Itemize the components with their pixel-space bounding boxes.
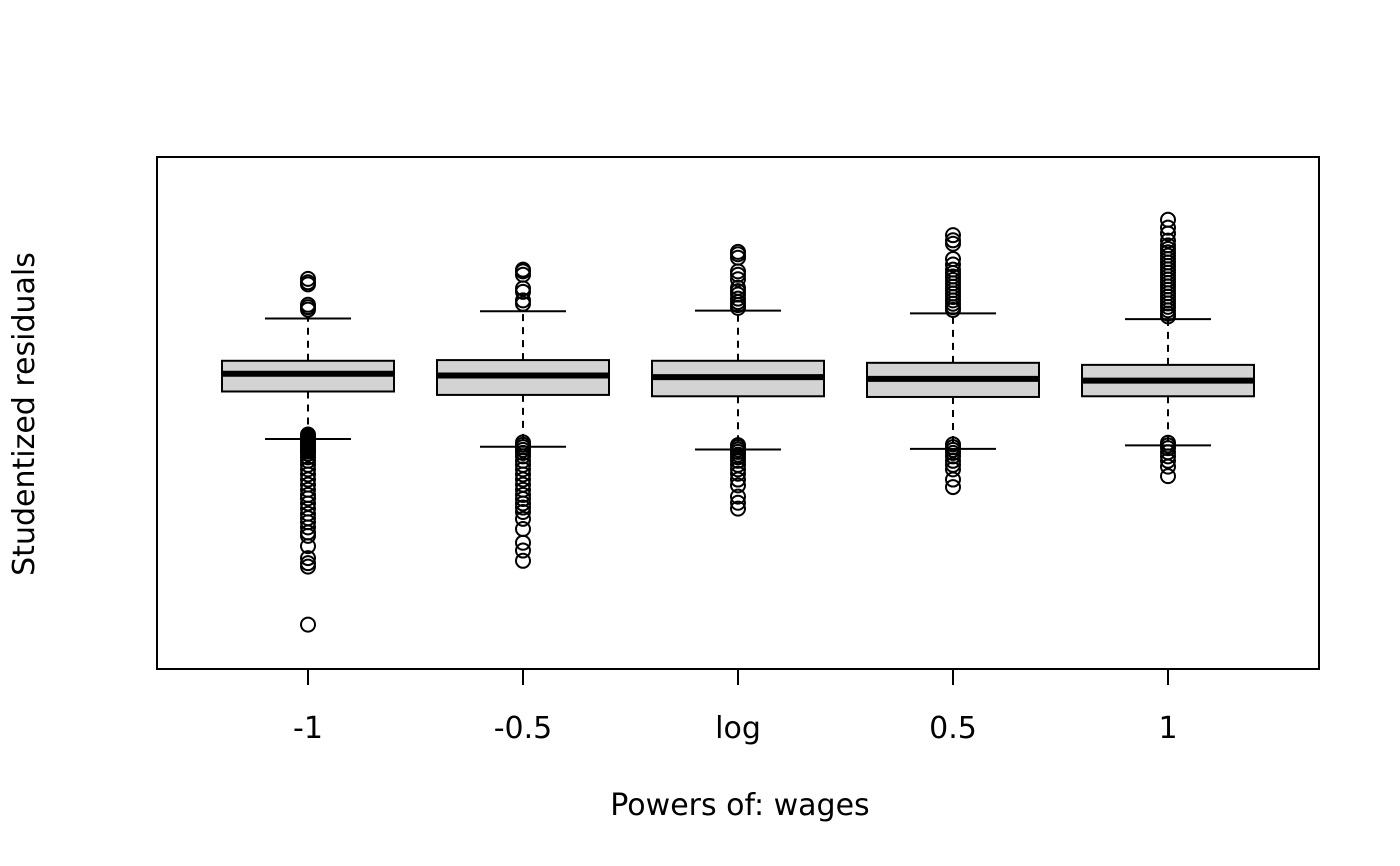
outlier-point	[515, 491, 531, 508]
outlier-point	[945, 479, 961, 496]
outlier-point	[300, 616, 316, 633]
outlier-point	[945, 235, 961, 252]
outlier-point	[730, 488, 746, 505]
outlier-point	[730, 266, 746, 283]
outlier-point	[945, 256, 961, 273]
outlier-point	[515, 466, 531, 483]
outlier-point	[730, 465, 746, 482]
outlier-point	[515, 503, 531, 520]
outlier-point	[945, 227, 961, 244]
outlier-point	[300, 527, 316, 544]
outlier-point	[945, 301, 961, 318]
outlier-point	[730, 500, 746, 517]
outlier-point	[300, 490, 316, 507]
outlier-point	[300, 558, 316, 575]
plot-area	[156, 156, 1320, 670]
x-tick-label: -0.5	[494, 711, 553, 746]
outlier-point	[945, 448, 961, 465]
outlier-point	[515, 499, 531, 516]
outlier-point	[730, 471, 746, 488]
outlier-point	[515, 552, 531, 569]
outlier-point	[730, 494, 746, 511]
outlier-point	[730, 461, 746, 478]
outlier-point	[515, 542, 531, 559]
outlier-point	[945, 471, 961, 488]
outlier-point	[515, 448, 531, 465]
outlier-point	[1160, 440, 1176, 457]
box-group-3	[866, 227, 1040, 496]
outlier-point	[1160, 468, 1176, 485]
outlier-point	[1160, 225, 1176, 242]
outlier-point	[730, 299, 746, 316]
outlier-point	[300, 538, 316, 555]
outlier-point	[300, 471, 316, 488]
x-axis-label: Powers of: wages	[610, 788, 869, 823]
outlier-point	[300, 461, 316, 478]
outlier-point	[1160, 448, 1176, 465]
outlier-point	[945, 452, 961, 469]
outlier-point	[515, 486, 531, 503]
outlier-point	[730, 477, 746, 494]
outlier-point	[515, 521, 531, 538]
outlier-point	[515, 461, 531, 478]
box-group-4	[1081, 211, 1255, 485]
outlier-point	[515, 510, 531, 527]
outlier-point	[300, 301, 316, 318]
outlier-point	[730, 452, 746, 469]
outlier-point	[1160, 219, 1176, 236]
outlier-point	[300, 550, 316, 567]
outlier-point	[1160, 308, 1176, 325]
outlier-point	[945, 461, 961, 478]
outlier-point	[515, 534, 531, 551]
x-tick-label: 0.5	[929, 711, 977, 746]
x-tick-label: -1	[293, 711, 323, 746]
outlier-point	[515, 495, 531, 512]
outlier-point	[300, 519, 316, 536]
box-group-1	[436, 261, 610, 569]
box-group-2	[651, 243, 825, 517]
outlier-point	[300, 276, 316, 293]
outlier-point	[515, 471, 531, 488]
outlier-point	[515, 295, 531, 312]
x-tick-label: 1	[1158, 711, 1177, 746]
box-group-0	[221, 270, 395, 633]
outlier-point	[515, 283, 531, 300]
outlier-point	[1160, 458, 1176, 475]
outlier-point	[1160, 452, 1176, 469]
y-axis-label: Studentized residuals	[7, 252, 42, 576]
outlier-point	[1160, 232, 1176, 249]
outlier-point	[730, 271, 746, 288]
x-axis: -1 -0.5 log 0.5 1	[293, 668, 1178, 746]
outlier-point	[300, 466, 316, 483]
x-tick-label: log	[715, 711, 761, 746]
